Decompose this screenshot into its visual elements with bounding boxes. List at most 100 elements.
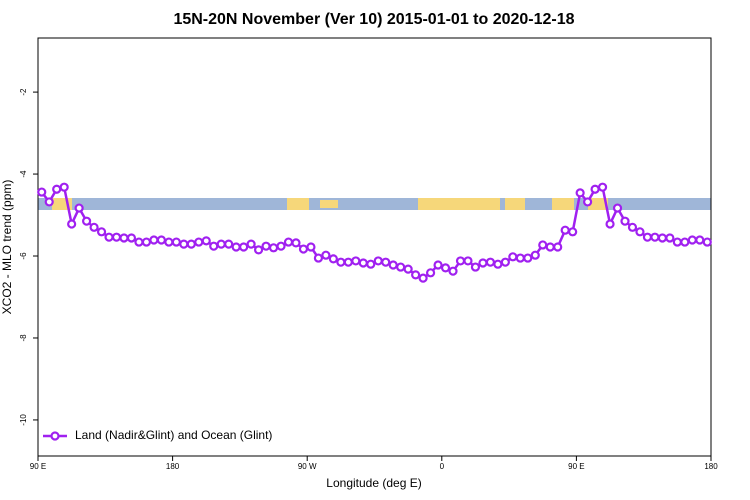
point xyxy=(59,182,69,192)
point xyxy=(291,238,301,248)
point xyxy=(201,236,211,246)
plot-frame xyxy=(37,37,712,457)
point xyxy=(642,232,653,242)
point xyxy=(635,227,645,237)
legend-label: Land (Nadir&Glint) and Ocean (Glint) xyxy=(75,428,272,442)
point xyxy=(336,257,346,267)
x-tick-label: 90 E xyxy=(568,462,584,471)
point xyxy=(605,219,615,229)
point xyxy=(343,257,353,267)
point xyxy=(96,227,107,237)
y-tick-label: -10 xyxy=(19,414,28,426)
point xyxy=(74,203,84,213)
point xyxy=(538,240,548,250)
y-tick-label: -2 xyxy=(19,88,28,96)
point xyxy=(478,258,488,268)
point xyxy=(575,188,585,198)
point xyxy=(440,263,451,273)
point xyxy=(276,241,286,251)
land-patch xyxy=(552,198,574,210)
point xyxy=(597,182,608,192)
point xyxy=(583,197,593,207)
point xyxy=(695,235,705,245)
point xyxy=(246,239,256,249)
point xyxy=(418,273,428,283)
point xyxy=(672,237,682,247)
y-tick-label: -4 xyxy=(19,170,28,178)
point xyxy=(216,239,226,249)
point xyxy=(568,227,578,237)
land-patch xyxy=(287,198,309,210)
point xyxy=(119,233,129,243)
point xyxy=(156,235,166,245)
point xyxy=(321,250,331,260)
point xyxy=(37,187,47,197)
point xyxy=(470,262,481,272)
x-tick-label: 180 xyxy=(704,462,718,471)
y-tick-label: -8 xyxy=(19,334,28,342)
land-patch xyxy=(505,198,525,210)
point xyxy=(164,237,174,247)
point xyxy=(209,241,219,251)
point xyxy=(268,243,279,253)
point xyxy=(298,244,309,254)
point xyxy=(134,237,144,247)
point xyxy=(89,222,99,232)
x-tick-label: 0 xyxy=(440,462,445,471)
point xyxy=(433,260,443,270)
point xyxy=(373,256,383,266)
point xyxy=(425,268,436,278)
point xyxy=(500,257,510,267)
point xyxy=(485,257,496,267)
point xyxy=(620,216,630,226)
y-axis-label: XCO2 - MLO trend (ppm) xyxy=(0,180,14,315)
x-tick-label: 180 xyxy=(166,462,180,471)
point xyxy=(328,254,338,264)
point xyxy=(396,262,406,272)
legend-marker xyxy=(50,431,60,441)
point xyxy=(358,258,368,268)
point xyxy=(186,239,196,249)
point xyxy=(52,184,62,194)
point xyxy=(523,253,533,263)
point xyxy=(306,242,316,252)
point xyxy=(702,237,712,247)
point xyxy=(515,253,525,263)
point xyxy=(261,241,271,251)
point xyxy=(126,233,137,243)
point xyxy=(665,233,675,243)
point xyxy=(463,256,473,266)
point xyxy=(313,253,324,263)
point xyxy=(111,232,122,242)
point xyxy=(388,260,398,270)
point xyxy=(627,222,638,232)
point xyxy=(141,237,152,247)
point xyxy=(231,242,241,252)
point xyxy=(553,242,563,252)
land-patch xyxy=(418,198,500,210)
point xyxy=(493,259,503,269)
point xyxy=(224,239,234,249)
point xyxy=(104,232,114,242)
point xyxy=(82,216,92,226)
x-tick-label: 90 W xyxy=(298,462,317,471)
point xyxy=(44,197,54,207)
point xyxy=(411,270,421,280)
y-tick-label: -6 xyxy=(19,252,28,260)
ocean-band xyxy=(38,198,711,210)
chart-title: 15N-20N November (Ver 10) 2015-01-01 to … xyxy=(173,11,574,28)
point xyxy=(351,256,361,266)
point xyxy=(560,225,570,235)
land-patch xyxy=(588,198,608,210)
point xyxy=(680,237,690,247)
point xyxy=(403,264,413,274)
point xyxy=(687,235,697,245)
point xyxy=(67,219,77,229)
point xyxy=(545,242,555,252)
point xyxy=(366,259,376,269)
land-patch xyxy=(320,200,338,208)
point xyxy=(283,237,294,247)
point xyxy=(381,257,391,267)
land-ocean-band xyxy=(38,198,711,210)
